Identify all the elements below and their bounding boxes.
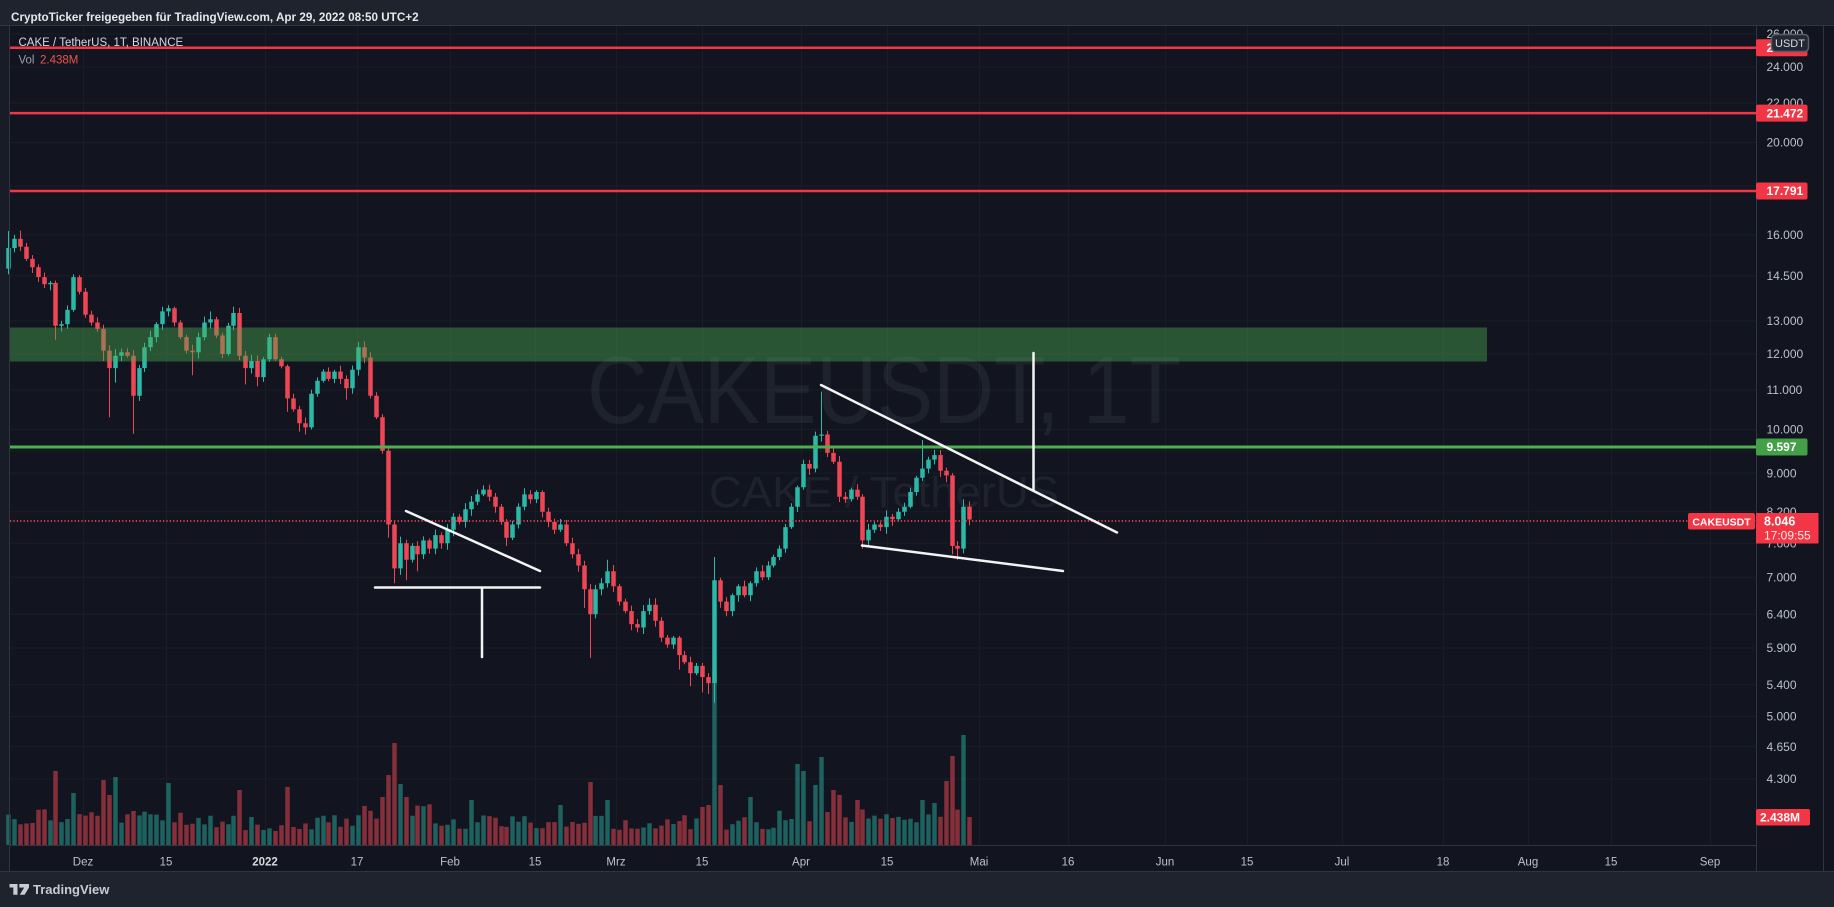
svg-text:Aug: Aug — [1518, 857, 1538, 869]
svg-text:12.000: 12.000 — [1767, 347, 1804, 361]
svg-text:13.000: 13.000 — [1767, 314, 1804, 328]
svg-text:14.500: 14.500 — [1767, 269, 1804, 283]
svg-text:15: 15 — [1241, 857, 1254, 869]
svg-text:21.472: 21.472 — [1767, 106, 1804, 120]
svg-text:5.900: 5.900 — [1767, 641, 1797, 655]
svg-text:CAKEUSDT: CAKEUSDT — [1692, 516, 1751, 528]
svg-text:15: 15 — [1605, 857, 1618, 869]
svg-text:Vol: Vol — [19, 55, 35, 67]
svg-text:11.000: 11.000 — [1767, 383, 1803, 397]
svg-text:9.000: 9.000 — [1767, 466, 1797, 480]
svg-text:20.000: 20.000 — [1767, 136, 1804, 150]
svg-text:15: 15 — [529, 857, 542, 869]
svg-text:Sep: Sep — [1700, 857, 1720, 869]
svg-text:10.000: 10.000 — [1767, 423, 1804, 437]
svg-text:4.650: 4.650 — [1767, 740, 1797, 754]
svg-text:Jun: Jun — [1156, 857, 1175, 869]
svg-text:6.400: 6.400 — [1767, 608, 1797, 622]
svg-text:Dez: Dez — [73, 857, 94, 869]
svg-text:TradingView: TradingView — [33, 882, 110, 897]
svg-text:CAKE / TetherUS: CAKE / TetherUS — [709, 468, 1059, 517]
svg-text:7.000: 7.000 — [1767, 570, 1797, 584]
svg-text:16.000: 16.000 — [1767, 228, 1804, 242]
svg-text:8.046: 8.046 — [1764, 515, 1795, 529]
svg-text:Mai: Mai — [970, 857, 989, 869]
svg-text:17.791: 17.791 — [1767, 184, 1804, 198]
svg-text:15: 15 — [881, 857, 894, 869]
svg-text:9.597: 9.597 — [1767, 440, 1797, 454]
svg-text:5.000: 5.000 — [1767, 710, 1797, 724]
svg-text:2022: 2022 — [252, 857, 278, 869]
svg-text:CAKEUSDT, 1T: CAKEUSDT, 1T — [587, 337, 1181, 444]
svg-text:5.400: 5.400 — [1767, 678, 1797, 692]
svg-text:CryptoTicker freigegeben für T: CryptoTicker freigegeben für TradingView… — [11, 11, 419, 24]
svg-text:15: 15 — [696, 857, 709, 869]
svg-text:Apr: Apr — [792, 857, 810, 869]
svg-text:Mrz: Mrz — [606, 857, 625, 869]
svg-text:2.438M: 2.438M — [40, 55, 78, 67]
svg-text:15: 15 — [160, 857, 173, 869]
svg-text:17:09:55: 17:09:55 — [1764, 529, 1811, 543]
svg-text:USDT: USDT — [1775, 38, 1805, 50]
svg-text:Jul: Jul — [1335, 857, 1350, 869]
svg-text:2.438M: 2.438M — [1760, 811, 1800, 825]
svg-text:CAKE / TetherUS, 1T, BINANCE: CAKE / TetherUS, 1T, BINANCE — [19, 37, 184, 49]
svg-text:Feb: Feb — [440, 857, 460, 869]
svg-text:18: 18 — [1437, 857, 1450, 869]
svg-text:17: 17 — [351, 857, 364, 869]
svg-text:4.300: 4.300 — [1767, 772, 1797, 786]
svg-text:24.000: 24.000 — [1767, 60, 1804, 74]
svg-text:16: 16 — [1062, 857, 1075, 869]
